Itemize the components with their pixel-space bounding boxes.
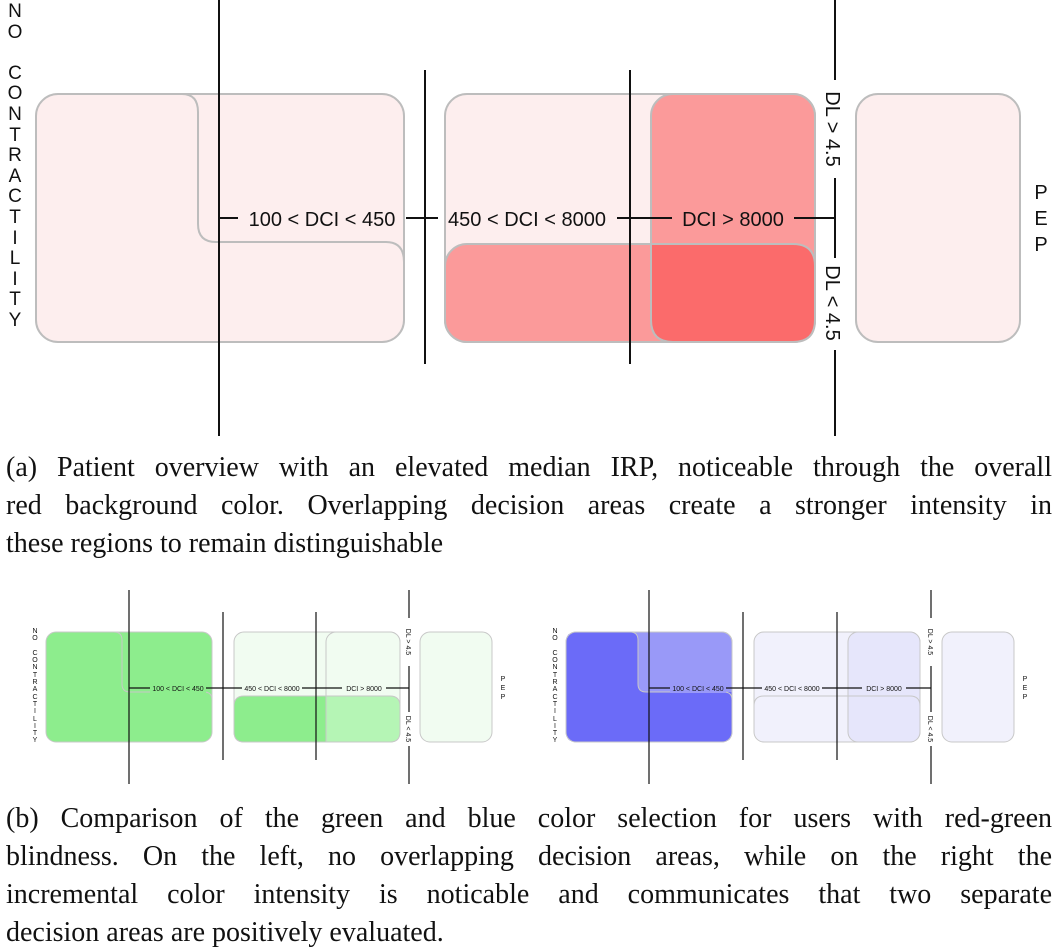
box-overlap: [650, 243, 816, 343]
green-dci-label-3: DCI > 8000: [346, 686, 382, 693]
figure-b-blue-diagram: 100 < DCI < 450 450 < DCI < 8000 DCI > 8…: [565, 590, 1015, 784]
dci-label-2: 450 < DCI < 8000: [448, 209, 606, 231]
figure-a: 100 < DCI < 450 450 < DCI < 8000 DCI > 8…: [0, 0, 1056, 440]
caption-b-line-3: incremental color intensity is noticable…: [6, 879, 1052, 910]
dl-label-top: DL > 4.5: [821, 91, 843, 166]
blue-box-low-overlap: [566, 632, 732, 742]
green-box-pep: [419, 631, 493, 743]
figure-b-blue: 100 < DCI < 450 450 < DCI < 8000 DCI > 8…: [542, 588, 1042, 788]
caption-b-line-2: blindness. On the left, no overlapping d…: [6, 841, 1052, 872]
green-label-bg-2: [242, 683, 302, 693]
figure-b-green-diagram: 100 < DCI < 450 450 < DCI < 8000 DCI > 8…: [45, 590, 493, 784]
caption-b-line-1: (b) Comparison of the green and blue col…: [6, 803, 1052, 834]
green-dci-label-2: 450 < DCI < 8000: [244, 686, 299, 693]
box-low-dci-inner-outline: [181, 93, 405, 263]
dci-label-3: DCI > 8000: [682, 209, 784, 231]
box-pep: [855, 93, 1021, 343]
dl-label-bottom: DL < 4.5: [821, 265, 843, 340]
green-dl-label-top: DL > 4.5: [404, 629, 411, 656]
green-box-mid-lower-right: [325, 695, 401, 743]
figure-b-green: 100 < DCI < 450 450 < DCI < 8000 DCI > 8…: [24, 588, 524, 788]
green-box-mid-lower-left: [233, 695, 327, 743]
blue-label-bg-3: [862, 683, 906, 693]
blue-dci-label-1: 100 < DCI < 450: [672, 686, 723, 693]
green-label-bg-1: [150, 683, 206, 693]
green-dci-label-1: 100 < DCI < 450: [152, 686, 203, 693]
blue-box-low-inner: [629, 631, 733, 701]
blue-dl-label-top: DL > 4.5: [926, 629, 933, 656]
dci-label-1: 100 < DCI < 450: [249, 209, 396, 231]
green-label-bg-3: [342, 683, 386, 693]
figure-a-diagram: 100 < DCI < 450 450 < DCI < 8000 DCI > 8…: [35, 0, 1021, 436]
caption-a: (a) Patient overview with an elevated me…: [6, 449, 1052, 563]
caption-b: (b) Comparison of the green and blue col…: [6, 800, 1052, 952]
green-box-low-inner: [113, 631, 213, 701]
blue-dci-label-2: 450 < DCI < 8000: [764, 686, 819, 693]
blue-dl-label-bottom: DL < 4.5: [926, 716, 933, 743]
caption-a-line-1: (a) Patient overview with an elevated me…: [6, 452, 1052, 483]
caption-a-line-3: these regions to remain distinguishable: [6, 528, 444, 559]
caption-b-line-4: decision areas are positively evaluated.: [6, 917, 444, 948]
green-dl-label-bottom: DL < 4.5: [404, 716, 411, 743]
blue-box-pep: [941, 631, 1015, 743]
blue-dci-label-3: DCI > 8000: [866, 686, 902, 693]
blue-label-bg-1: [670, 683, 726, 693]
caption-a-line-2: red background color. Overlapping decisi…: [6, 490, 1052, 521]
blue-label-bg-2: [762, 683, 822, 693]
